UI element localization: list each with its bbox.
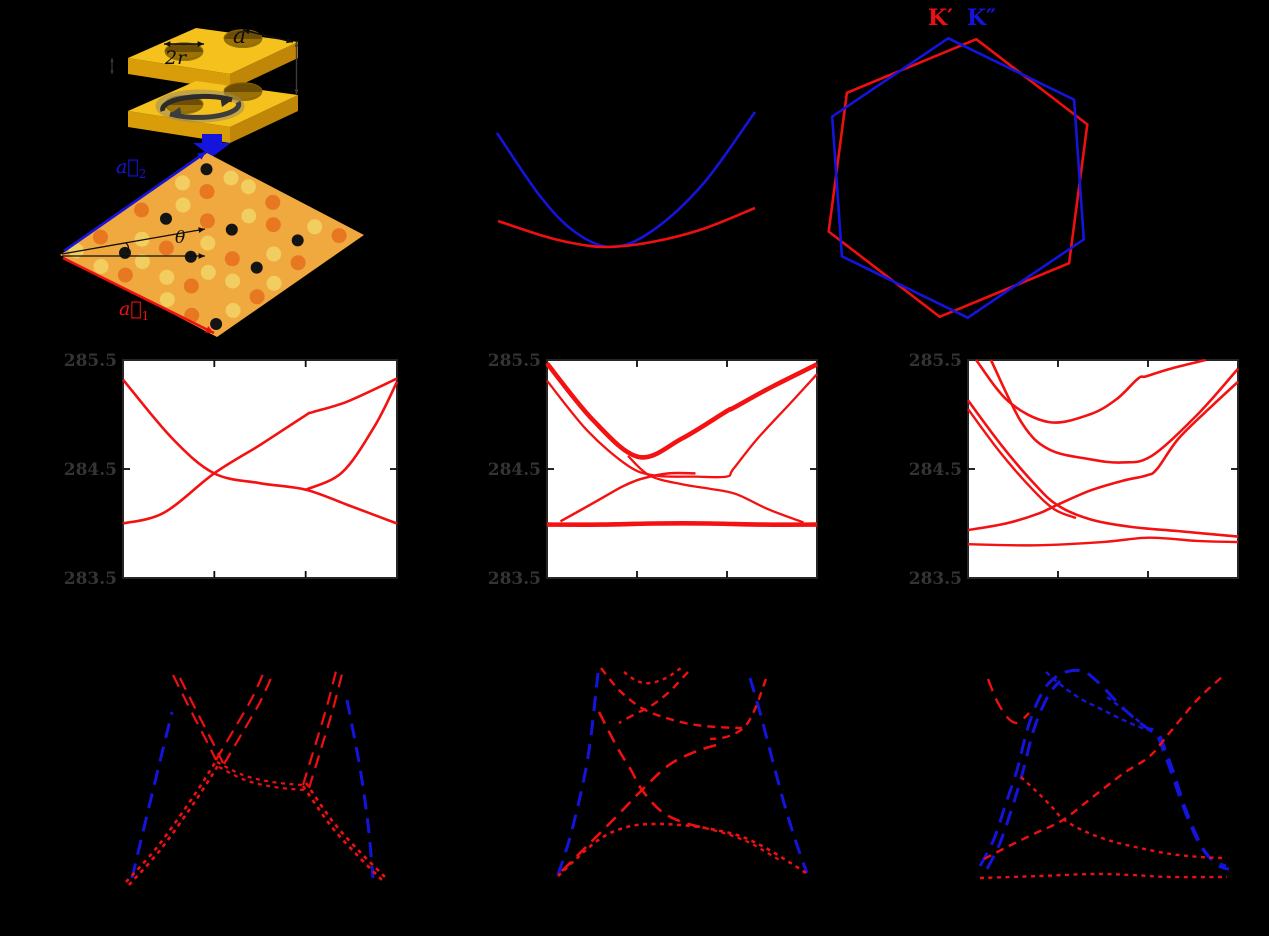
curve-band3 [305, 381, 399, 491]
curve-band2 [122, 377, 398, 525]
k-double-prime-label: K″ [967, 5, 996, 31]
curve-blue-right [748, 677, 809, 874]
curve-red-tr-gentle [709, 678, 768, 741]
curve-red-bottom [979, 872, 1228, 880]
panel-b-dispersion [495, 111, 757, 249]
y-tick-label: 285.5 [908, 351, 962, 371]
panel-a-schematic [60, 28, 364, 337]
moire-lattice [60, 153, 364, 337]
curve-blue-left [556, 672, 600, 876]
panel-d-band-plot [122, 359, 399, 579]
curve-red-valley-right [301, 785, 383, 881]
curve-band-hump [559, 471, 696, 523]
curve-red-ne-twin [223, 675, 273, 765]
curve-dispersion-red [497, 206, 756, 249]
y-tick-label: 285.5 [63, 351, 117, 371]
curve-dispersion-blue [495, 111, 757, 249]
curve-red-bottom [557, 822, 807, 877]
curve-band-pair-top [545, 361, 819, 460]
hexagon-bz-red [827, 37, 1089, 319]
lattice-vector-a1-label: a⃗1 [119, 298, 150, 323]
bottom-slab [128, 81, 298, 143]
curve-blue-left [130, 711, 174, 879]
curve-blue-twin-rise [985, 680, 1062, 870]
curve-red-main-asc [561, 741, 725, 872]
y-tick-label: 284.5 [63, 460, 117, 480]
curve-band-bottom-flat [546, 521, 818, 527]
curve-blue-twin-fall [1158, 735, 1230, 871]
curve-red-nw [172, 674, 217, 761]
y-tick-label: 285.5 [487, 351, 541, 371]
curve-red-flat-pair-twin [218, 766, 305, 792]
curve-band-desc [966, 399, 1239, 538]
panel-i-folded-bands [978, 668, 1230, 880]
y-tick-label: 283.5 [63, 569, 117, 589]
dimension-arrows [110, 28, 299, 94]
panel-f-band-plot [966, 358, 1239, 579]
twist-angle-label: θ [175, 228, 186, 248]
curve-band-asc [967, 380, 1239, 532]
lattice-vector-a2-label: a⃗2 [116, 156, 147, 181]
curve-red-desc [1020, 776, 1225, 860]
curve-band-top [975, 358, 1206, 424]
curve-red-valley-left [125, 760, 218, 883]
lattice-vector-a2-arrow [63, 150, 207, 253]
curve-red-ne-right-twin [307, 673, 344, 789]
plot-frame [122, 359, 398, 579]
y-tick-label: 284.5 [487, 460, 541, 480]
curve-red-nw-twin [179, 677, 224, 764]
y-tick-label: 284.5 [908, 460, 962, 480]
curve-red-bottom2 [704, 826, 782, 862]
curve-red-ne-right [301, 670, 338, 786]
curve-band-mid-flat [546, 373, 818, 479]
curve-red-x-desc [618, 671, 689, 725]
curve-band-desc-twin [967, 408, 1077, 520]
panel-c-brillouin-zones [827, 36, 1089, 320]
down-arrow-icon [193, 134, 231, 157]
curve-red-parabola [623, 667, 682, 685]
top-slab [128, 28, 298, 90]
k-prime-label: K′ [928, 5, 953, 31]
curve-blue-right [345, 699, 375, 879]
y-tick-label: 283.5 [487, 569, 541, 589]
curve-red-valley-right-twin [304, 782, 386, 878]
curve-red-flat-pair [216, 761, 303, 787]
curve-band-upper-mid [989, 359, 1239, 464]
twist-rotation-arrow-icon [155, 89, 245, 123]
curve-red-valley-left-twin [128, 763, 221, 886]
plot-frame [546, 359, 818, 579]
lattice-vector-a1-arrow [62, 256, 215, 335]
curve-blue-main [978, 668, 1227, 868]
hexagon-bz-blue [830, 36, 1086, 320]
curve-red-tl-gentle [600, 667, 743, 730]
twist-angle-arrows [61, 227, 206, 259]
curve-blue-upper-dense [1045, 671, 1153, 733]
curve-band1 [122, 378, 398, 525]
curve-band-flat-bottom [967, 536, 1239, 547]
curve-blue-upper-dense2 [1106, 696, 1153, 733]
y-tick-label: 283.5 [908, 569, 962, 589]
curve-red-ne [215, 671, 265, 761]
panel-e-band-plot [545, 359, 819, 579]
curve-red-tl [986, 678, 1030, 725]
curve-red-asc [983, 676, 1223, 861]
curve-red-main-desc [597, 711, 706, 830]
panel-h-folded-bands [556, 667, 809, 877]
panel-g-folded-bands [125, 670, 386, 886]
lattice-constant-label: a [233, 24, 247, 49]
hole-diameter-label: 2r [165, 47, 187, 69]
